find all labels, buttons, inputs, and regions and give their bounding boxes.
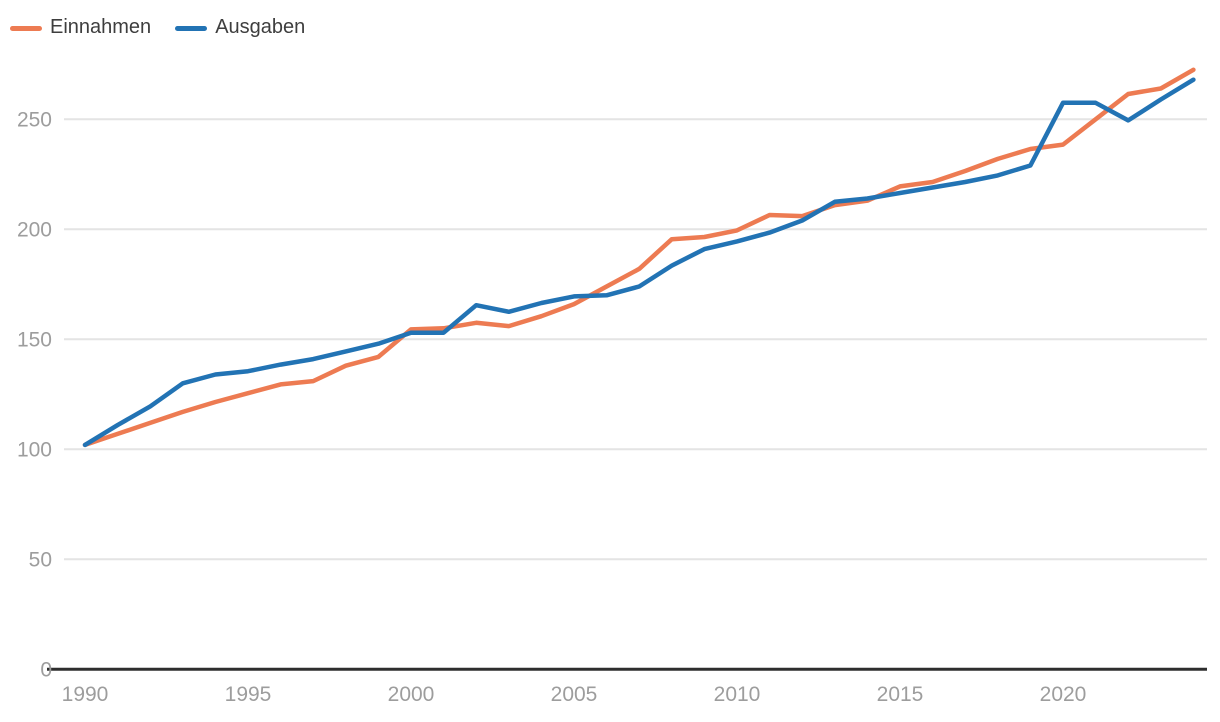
x-tick-label: 1990 xyxy=(62,683,109,706)
legend-label-einnahmen: Einnahmen xyxy=(50,16,152,38)
y-tick-label: 250 xyxy=(17,108,52,131)
chart-legend: Einnahmen Ausgaben xyxy=(10,17,305,39)
y-tick-label: 0 xyxy=(40,658,52,681)
legend-item-ausgaben: Ausgaben xyxy=(175,17,305,39)
series-line-einnahmen xyxy=(82,67,1196,448)
x-tick-label: 2000 xyxy=(388,683,435,706)
legend-item-einnahmen: Einnahmen xyxy=(10,17,151,39)
y-tick-label: 100 xyxy=(17,438,52,461)
x-tick-label: 2010 xyxy=(714,683,761,706)
y-tick-label: 200 xyxy=(17,218,52,241)
x-tick-label: 2020 xyxy=(1040,683,1087,706)
x-tick-label: 1995 xyxy=(225,683,272,706)
y-tick-label: 150 xyxy=(17,328,52,351)
x-tick-label: 2015 xyxy=(877,683,924,706)
x-tick-label: 2005 xyxy=(551,683,598,706)
legend-label-ausgaben: Ausgaben xyxy=(215,16,306,38)
y-tick-label: 50 xyxy=(29,548,52,571)
ausgaben-line-swatch xyxy=(175,25,208,31)
einnahmen-line-swatch xyxy=(10,25,42,31)
series-line-ausgaben xyxy=(82,77,1196,448)
